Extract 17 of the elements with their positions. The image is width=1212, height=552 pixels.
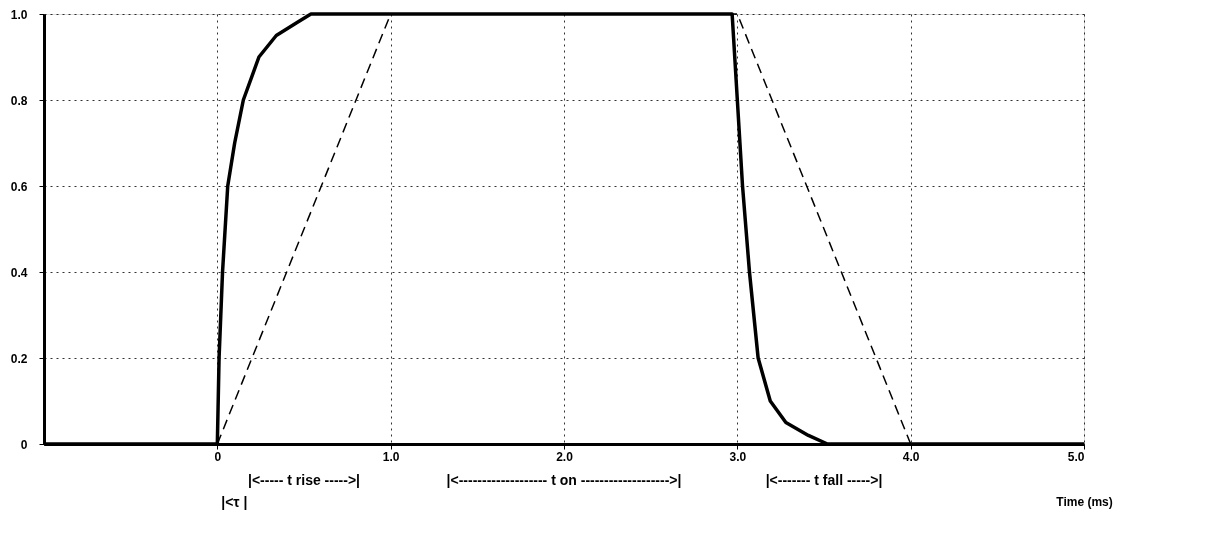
y-tick-label: 0.6 — [10, 179, 28, 194]
x-tick-label: 0 — [214, 449, 222, 464]
x-tick-label: 4.0 — [902, 449, 920, 464]
x-axis-title: Time (ms) — [1056, 494, 1113, 509]
text: |<----- t rise ----->| — [247, 472, 361, 488]
x-tick-label: 3.0 — [729, 449, 747, 464]
text: |<------- t fall ----->| — [765, 472, 883, 488]
x-tick-label: 1.0 — [382, 449, 400, 464]
y-tick-label: 0 — [20, 437, 28, 452]
y-tick-label: 0.2 — [10, 351, 28, 366]
x-tick-label: 2.0 — [556, 449, 574, 464]
y-tick-label: 0.8 — [10, 93, 28, 108]
text: |<τ | — [221, 494, 248, 510]
y-tick-label: 0.4 — [10, 265, 28, 280]
x-tick-label: 5.0 — [1067, 449, 1085, 464]
y-tick-label: 1.0 — [10, 7, 28, 22]
text: |<------------------- t on ------------------->| — [446, 472, 682, 488]
